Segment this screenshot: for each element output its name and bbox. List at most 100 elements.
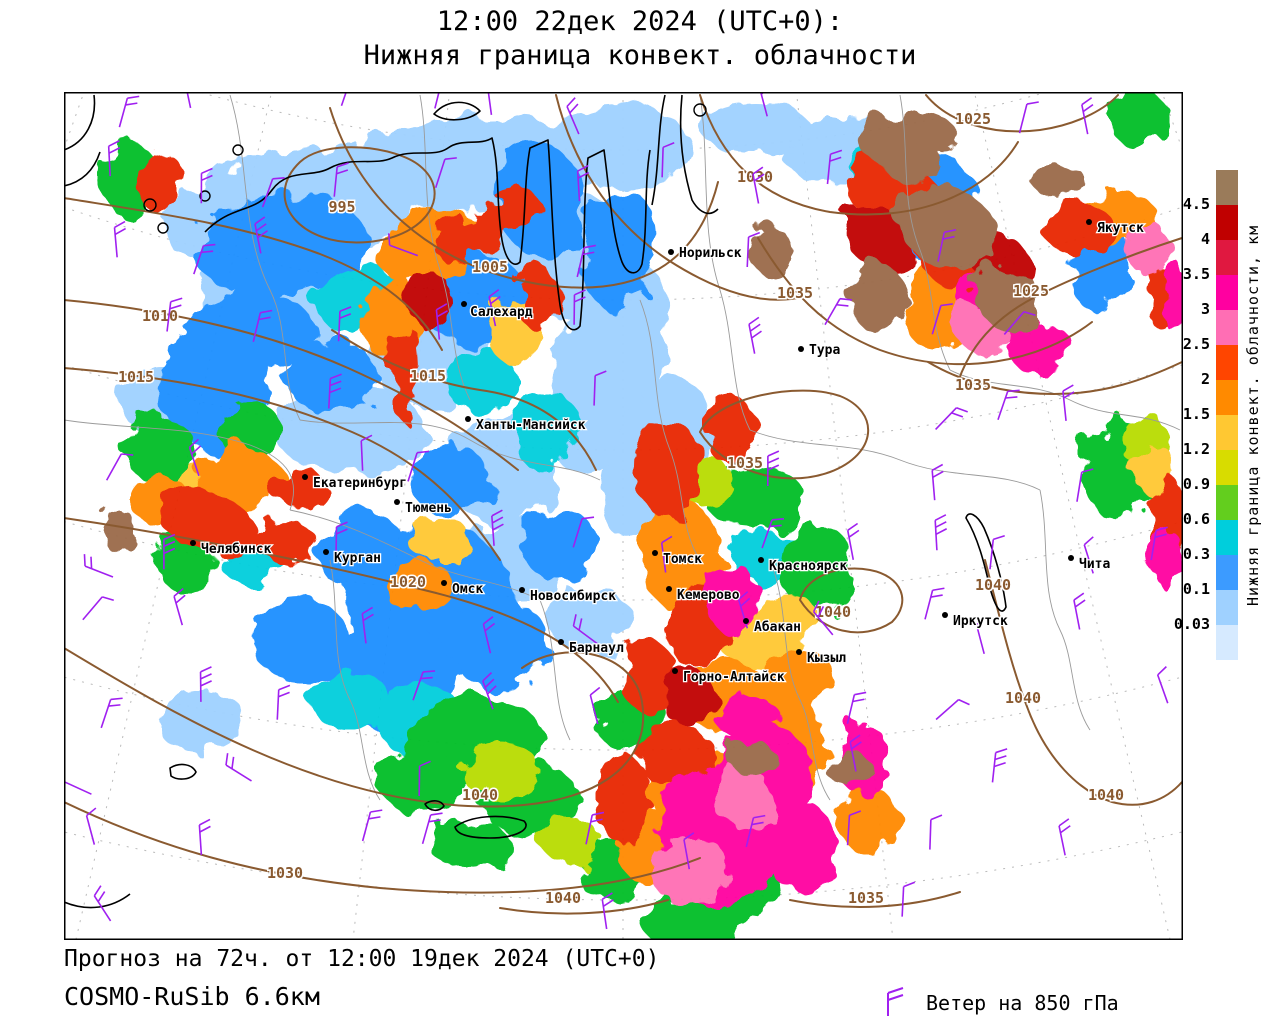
wind-barb bbox=[487, 92, 493, 115]
colorbar-segment bbox=[1216, 415, 1238, 450]
wind-barb bbox=[198, 818, 211, 856]
city-label: Челябинск bbox=[201, 542, 272, 557]
wind-legend: Ветер на 850 гПа bbox=[876, 986, 1119, 1020]
wind-barb bbox=[407, 450, 430, 482]
colorbar-segment bbox=[1216, 275, 1238, 310]
wind-barb bbox=[107, 140, 121, 177]
colorbar-segment bbox=[1216, 590, 1238, 625]
wind-barb bbox=[186, 92, 192, 109]
city-marker bbox=[461, 301, 467, 307]
wind-barb bbox=[931, 303, 953, 335]
wind-barb bbox=[989, 534, 1005, 570]
wind-barb bbox=[1083, 536, 1094, 574]
wind-barb bbox=[929, 814, 943, 850]
forecast-caption: Прогноз на 72ч. от 12:00 19дек 2024 (UTC… bbox=[64, 946, 660, 972]
city-label: Абакан bbox=[754, 620, 801, 635]
wind-barb bbox=[85, 807, 97, 845]
wind-barb bbox=[113, 220, 126, 258]
wind-barb bbox=[82, 596, 114, 621]
colorbar-tick: 3 bbox=[1200, 300, 1210, 318]
colorbar-tick: 0.1 bbox=[1182, 580, 1210, 598]
wind-barb bbox=[931, 463, 944, 501]
wind-barb bbox=[991, 748, 1008, 783]
wind-barb bbox=[482, 616, 496, 654]
isobar-label: 1040 bbox=[1005, 689, 1041, 707]
city-marker bbox=[323, 549, 329, 555]
wind-barb bbox=[846, 810, 862, 846]
wind-barb bbox=[188, 438, 202, 477]
wind-barb bbox=[193, 243, 216, 275]
wind-barb bbox=[593, 370, 607, 406]
city-marker bbox=[758, 557, 764, 563]
city-marker bbox=[558, 639, 564, 645]
isobar-label: 1030 bbox=[737, 168, 773, 186]
colorbar-tick: 2 bbox=[1200, 370, 1210, 388]
isobar-label: 1040 bbox=[975, 576, 1011, 594]
wind-barb bbox=[418, 760, 431, 797]
wind-barb bbox=[824, 297, 853, 326]
city-label: Чита bbox=[1079, 557, 1110, 572]
wind-barb bbox=[361, 809, 383, 842]
city-label: Кемерово bbox=[677, 588, 740, 603]
isobar-label: 1035 bbox=[727, 454, 763, 472]
weather-map: 995 1005 1010 1015 1015 1020 1025 1025 1030 1030 1… bbox=[64, 92, 1183, 940]
city-marker bbox=[942, 612, 948, 618]
wind-barb bbox=[387, 233, 419, 257]
wind-barb bbox=[163, 533, 176, 570]
wind-barb bbox=[435, 303, 448, 340]
model-caption: COSMO-RuSib 6.6км bbox=[64, 982, 320, 1011]
wind-barb bbox=[573, 289, 586, 325]
wind-barb bbox=[421, 812, 443, 845]
city-marker bbox=[465, 416, 471, 422]
wind-barb bbox=[683, 832, 695, 870]
colorbar-segment bbox=[1216, 625, 1238, 660]
isobar-label: 1005 bbox=[472, 258, 508, 276]
wind-barb bbox=[335, 521, 348, 557]
isobar-label: 1020 bbox=[390, 573, 426, 591]
wind-barb bbox=[766, 450, 780, 486]
wind-barb bbox=[572, 516, 595, 548]
wind-barb bbox=[200, 167, 213, 204]
wind-barb bbox=[937, 228, 957, 262]
wind-barb bbox=[846, 522, 860, 560]
isobar-contours bbox=[64, 94, 1183, 915]
city-marker bbox=[672, 668, 678, 674]
colorbar-segment bbox=[1216, 520, 1238, 555]
isobar-label: 1010 bbox=[142, 307, 178, 325]
colorbar-tick: 0.03 bbox=[1173, 615, 1210, 633]
colorbar-segment bbox=[1216, 345, 1238, 380]
city-label: Тура bbox=[809, 343, 840, 358]
wind-barb bbox=[199, 666, 212, 702]
wind-barb bbox=[93, 885, 112, 922]
wind-barb-glyph bbox=[887, 987, 904, 1016]
wind-barb bbox=[1018, 101, 1039, 134]
colorbar-tick: 1.5 bbox=[1182, 405, 1210, 423]
city-label: Новосибирск bbox=[530, 589, 616, 604]
wind-legend-label: Ветер на 850 гПа bbox=[926, 991, 1119, 1015]
wind-barb bbox=[412, 670, 436, 701]
colorbar-tick: 2.5 bbox=[1182, 335, 1210, 353]
wind-barb bbox=[761, 518, 785, 549]
wind-barb bbox=[276, 684, 291, 720]
wind-barb bbox=[1062, 384, 1075, 421]
wind-barb bbox=[975, 616, 987, 655]
city-label: Горно-Алтайск bbox=[683, 670, 785, 685]
isobar-label: 1030 bbox=[267, 864, 303, 882]
wind-barb bbox=[361, 606, 374, 644]
wind-barb bbox=[482, 672, 497, 710]
wind-barb bbox=[661, 142, 675, 178]
wind-barb bbox=[826, 149, 843, 185]
wind-barb bbox=[935, 407, 968, 430]
wind-barb bbox=[748, 316, 762, 354]
wind-barb bbox=[252, 309, 273, 343]
wind-barb bbox=[340, 92, 348, 107]
wind-barb bbox=[100, 697, 123, 729]
wind-barb bbox=[105, 453, 134, 481]
city-marker bbox=[796, 649, 802, 655]
city-marker bbox=[302, 474, 308, 480]
coastlines bbox=[64, 94, 1007, 909]
wind-barb bbox=[576, 244, 596, 278]
city-marker bbox=[1086, 219, 1092, 225]
city-marker bbox=[652, 550, 658, 556]
wind-barb bbox=[1156, 666, 1169, 704]
